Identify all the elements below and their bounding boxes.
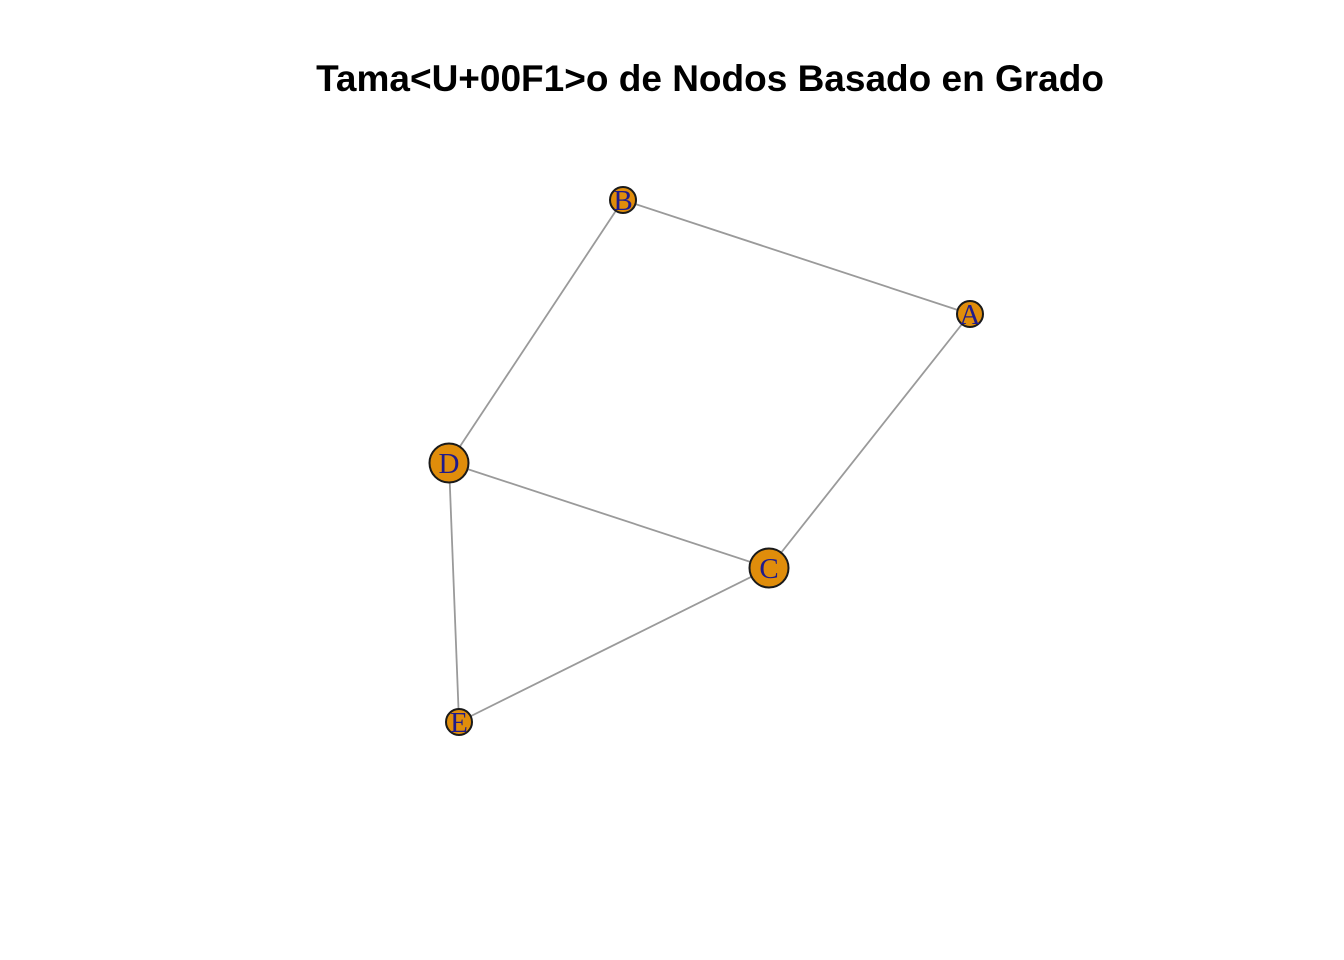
edges-layer <box>449 200 970 722</box>
node-d: D <box>430 444 469 483</box>
node-label: D <box>439 448 460 480</box>
edge-c-d <box>449 463 769 568</box>
edge-a-c <box>769 314 970 568</box>
node-c: C <box>750 549 789 588</box>
node-label: E <box>450 707 468 739</box>
edge-c-e <box>459 568 769 722</box>
node-a: A <box>957 299 983 331</box>
edge-d-e <box>449 463 459 722</box>
node-label: B <box>613 185 632 217</box>
node-label: C <box>759 553 778 585</box>
edge-b-d <box>449 200 623 463</box>
node-label: A <box>960 299 981 331</box>
nodes-layer: A B C D E <box>430 185 984 739</box>
node-b: B <box>610 185 636 217</box>
edge-a-b <box>623 200 970 314</box>
node-e: E <box>446 707 472 739</box>
